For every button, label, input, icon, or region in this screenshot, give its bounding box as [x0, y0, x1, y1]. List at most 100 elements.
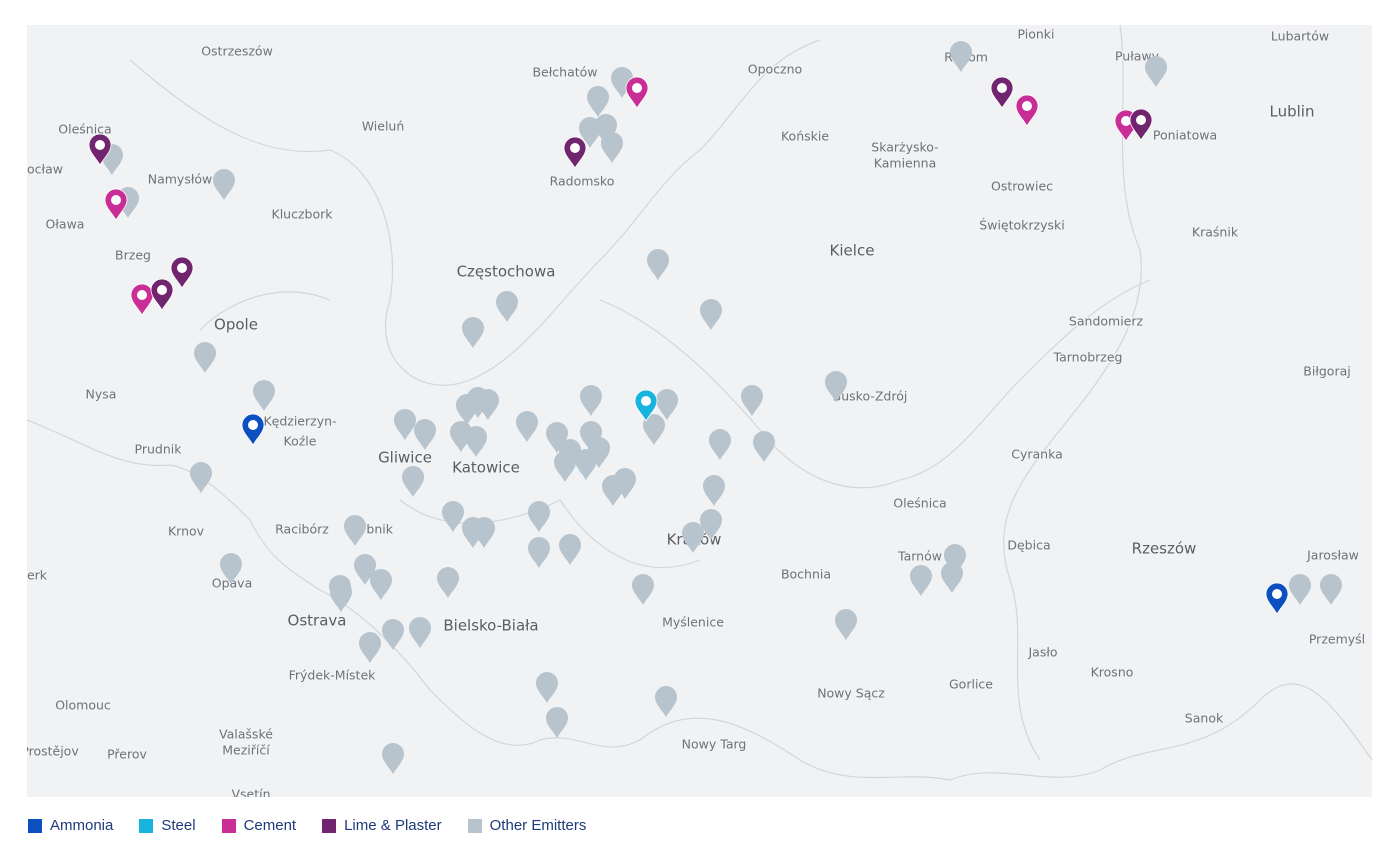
place-label: Sanok — [1185, 711, 1224, 726]
legend-label: Ammonia — [50, 817, 114, 834]
marker-pin — [370, 569, 392, 600]
map-marker — [625, 76, 649, 109]
place-label: Kluczbork — [272, 207, 334, 222]
map-marker — [595, 114, 617, 145]
place-labels: Ostrzeszów Pionki Lubartów Bełchatów Opoczno… — [27, 25, 1367, 797]
legend-label: Cement — [243, 817, 297, 834]
marker-hole — [1136, 115, 1146, 125]
legend-item: Other Emitters — [467, 817, 586, 834]
marker-pin — [536, 672, 558, 703]
map-marker — [709, 429, 731, 460]
marker-pin — [437, 567, 459, 598]
map-marker — [587, 86, 609, 117]
place-label: Nowy Targ — [682, 737, 747, 752]
map-marker — [655, 686, 677, 717]
marker-pin — [496, 291, 518, 322]
marker-pin — [442, 501, 464, 532]
map-marker — [950, 41, 972, 72]
place-label: Skarżysko- — [871, 140, 938, 155]
marker-pin — [253, 380, 275, 411]
place-label: Oława — [46, 217, 85, 232]
map-marker — [632, 574, 654, 605]
marker-pin — [394, 409, 416, 440]
marker-pin — [559, 439, 581, 470]
map-marker — [528, 537, 550, 568]
map-marker — [647, 249, 669, 280]
marker-pin — [587, 86, 609, 117]
map-marker — [990, 76, 1014, 109]
marker-pin — [528, 537, 550, 568]
place-label: Ostrowiec — [991, 179, 1053, 194]
place-label: Krosno — [1091, 665, 1134, 680]
marker-pin — [614, 468, 636, 499]
place-label: Jarosław — [1306, 548, 1359, 563]
place-label: Kędzierzyn- — [263, 414, 336, 429]
map-marker — [528, 501, 550, 532]
marker-pin — [450, 421, 472, 452]
marker-pin — [462, 517, 484, 548]
legend-label: Steel — [161, 817, 196, 834]
place-label: Ostrava — [288, 612, 347, 630]
place-label: Prudnik — [135, 442, 183, 457]
map-marker — [1145, 56, 1167, 87]
marker-pin — [1289, 574, 1311, 605]
map-marker — [253, 380, 275, 411]
place-label: Přerov — [107, 747, 147, 762]
map-marker — [194, 342, 216, 373]
map-marker — [394, 409, 416, 440]
map-marker — [213, 169, 235, 200]
marker-pin — [580, 385, 602, 416]
marker-pin — [344, 515, 366, 546]
map-marker — [462, 517, 484, 548]
place-label: Częstochowa — [457, 263, 556, 281]
place-label: Meziříčí — [222, 743, 270, 758]
marker-pin — [382, 743, 404, 774]
marker-pin — [753, 431, 775, 462]
place-label: Oleśnica — [893, 496, 946, 511]
legend-item: Steel — [139, 817, 196, 834]
marker-pin — [546, 422, 568, 453]
map-marker — [614, 468, 636, 499]
map-marker — [559, 534, 581, 565]
map-marker — [190, 462, 212, 493]
place-label: Myślenice — [662, 615, 724, 630]
marker-pin — [602, 475, 624, 506]
place-label: Lubartów — [1271, 29, 1329, 44]
map-marker — [437, 567, 459, 598]
place-label: Koźle — [284, 434, 317, 449]
marker-pin — [825, 371, 847, 402]
place-label: Lublin — [1270, 103, 1315, 121]
map-marker — [611, 67, 633, 98]
marker-hole — [177, 263, 187, 273]
map-marker — [1320, 574, 1342, 605]
map-marker — [450, 421, 472, 452]
map-marker — [656, 389, 678, 420]
place-label: Oleśnica — [58, 122, 111, 137]
marker-pin — [835, 609, 857, 640]
map-marker — [88, 133, 112, 166]
place-label: Nysa — [86, 387, 117, 402]
map-marker — [643, 414, 665, 445]
map-marker — [150, 278, 174, 311]
marker-pin — [655, 686, 677, 717]
map-marker — [370, 569, 392, 600]
marker-pin — [741, 385, 763, 416]
marker-pin — [213, 169, 235, 200]
place-label: Biłgoraj — [1303, 364, 1350, 379]
place-label: Opava — [212, 576, 253, 591]
marker-pin — [643, 414, 665, 445]
map-marker — [910, 565, 932, 596]
marker-hole — [95, 140, 105, 150]
marker-pin — [516, 411, 538, 442]
place-label: Końskie — [781, 129, 829, 144]
marker-pin — [700, 299, 722, 330]
map-marker — [753, 431, 775, 462]
map-marker — [700, 509, 722, 540]
map-marker — [634, 389, 658, 422]
place-label: Prostějov — [27, 744, 79, 759]
place-label: Świętokrzyski — [979, 218, 1064, 233]
marker-pin — [528, 501, 550, 532]
map-marker — [409, 617, 431, 648]
